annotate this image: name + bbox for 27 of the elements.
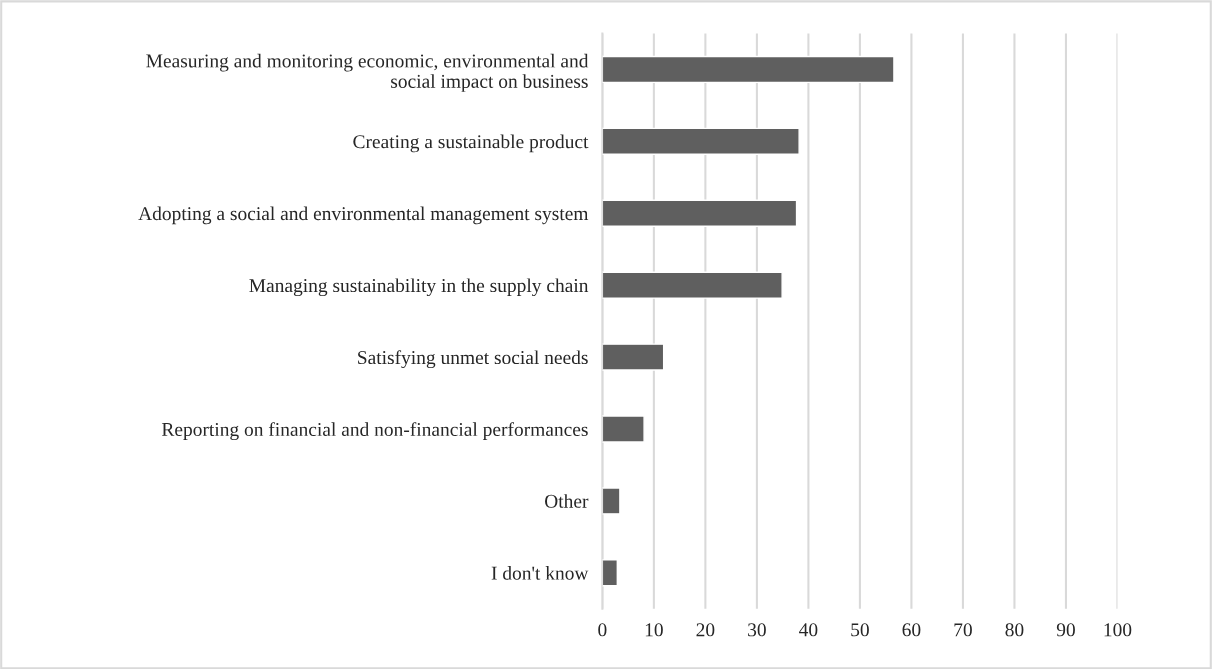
x-tick-label: 80 xyxy=(1005,623,1024,637)
bar xyxy=(602,55,895,84)
y-tick-label: Other xyxy=(545,494,589,508)
x-tick-label: 70 xyxy=(954,623,972,637)
bar xyxy=(602,199,798,227)
y-tick-label: Reporting on financial and non-financial performances xyxy=(161,422,588,441)
bar xyxy=(602,487,621,515)
bar xyxy=(602,559,618,587)
x-tick-label: 90 xyxy=(1056,623,1075,637)
bar xyxy=(602,127,800,155)
y-tick-label: Satisfying unmet social needs xyxy=(358,350,588,369)
bar xyxy=(602,415,645,443)
bar xyxy=(602,343,665,371)
x-tick-label: 40 xyxy=(799,623,818,637)
y-tick-label: Adopting a social and environmental management system xyxy=(138,206,589,225)
y-tick-label: Measuring and monitoring economic, environmental and social impact on business xyxy=(146,53,589,92)
x-tick-label: 20 xyxy=(696,623,715,637)
y-tick-label: Creating a sustainable product xyxy=(353,134,589,153)
x-tick-label: 10 xyxy=(645,623,663,637)
bar xyxy=(602,271,783,299)
y-tick-label: I don't know xyxy=(491,566,589,580)
y-tick-label: Managing sustainability in the supply chain xyxy=(249,278,589,297)
x-tick-label: 100 xyxy=(1104,623,1132,637)
x-tick-label: 30 xyxy=(748,623,766,637)
x-tick-label: 50 xyxy=(851,623,869,637)
x-tick-label: 0 xyxy=(598,623,607,637)
x-tick-label: 60 xyxy=(902,623,921,637)
